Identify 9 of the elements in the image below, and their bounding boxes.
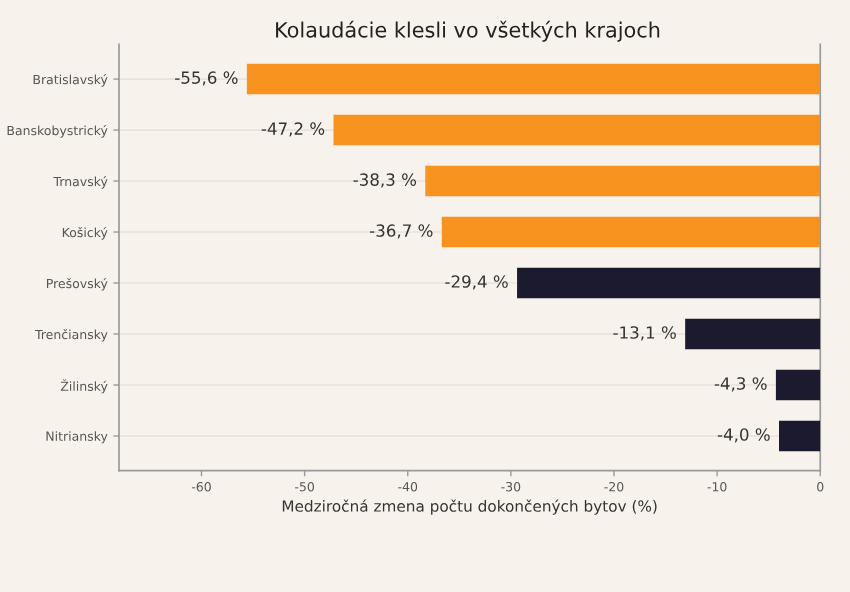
data-label: -36,7 %: [370, 224, 433, 239]
data-label: -47,2 %: [261, 122, 325, 137]
data-label: -4,3 %: [714, 377, 767, 392]
data-label: -29,4 %: [445, 275, 508, 290]
data-label: -55,6 %: [175, 71, 238, 86]
data-label: -38,3 %: [353, 173, 417, 188]
data-label: -13,1 %: [613, 326, 676, 341]
data-label: -4,0 %: [717, 428, 770, 443]
chart-title: Kolaudácie klesli vo všetkých krajoch: [276, 20, 660, 42]
